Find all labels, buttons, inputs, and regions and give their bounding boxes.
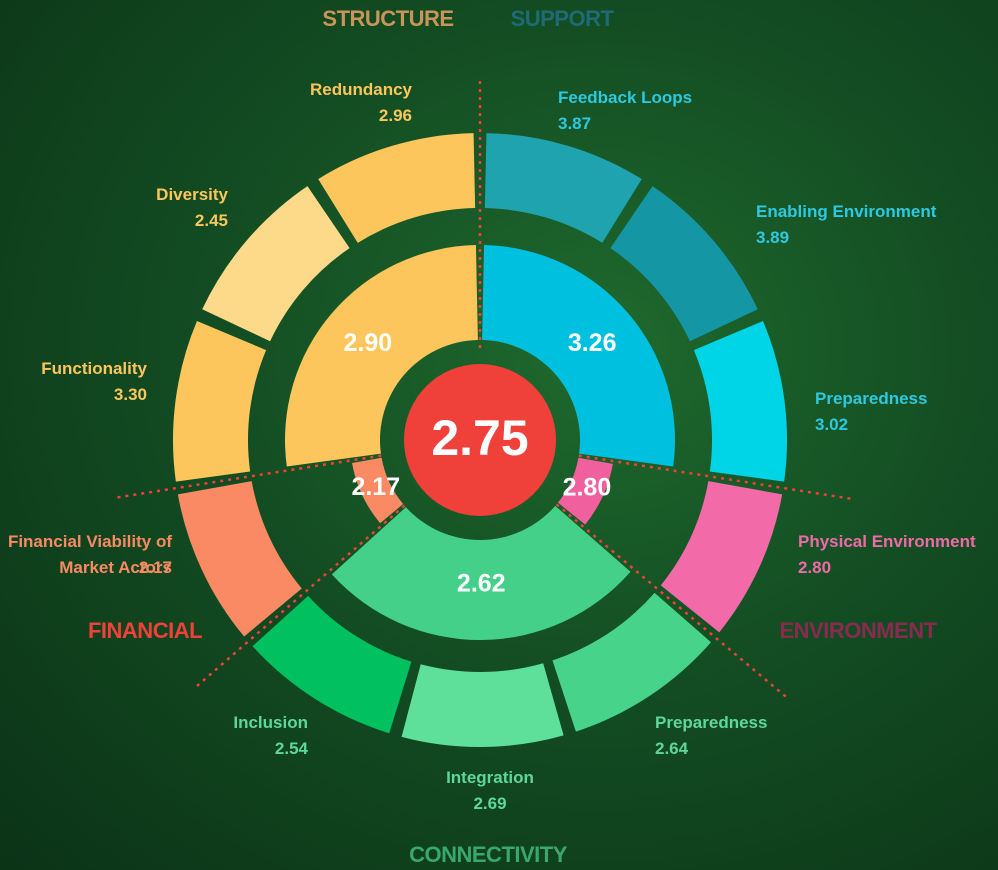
outer-segment [610, 186, 757, 341]
segment-score: 3.26 [568, 329, 617, 357]
outer-segment [402, 663, 564, 747]
component-score: 3.02 [815, 412, 848, 438]
outer-segment [661, 481, 782, 632]
segment-score: 2.80 [563, 473, 612, 501]
component-label: Redundancy [310, 77, 412, 103]
component-score: 3.30 [114, 382, 147, 408]
component-score: 2.54 [275, 736, 308, 762]
component-label: Enabling Environment [756, 199, 936, 225]
dimension-heading: FINANCIAL [88, 618, 202, 644]
component-label: Diversity [156, 182, 228, 208]
segment-score: 2.90 [344, 329, 393, 357]
segment-score: 2.17 [351, 473, 400, 501]
dimension-heading: STRUCTURE [322, 6, 453, 32]
diagram: 2.90 3.26 2.80 2.62 2.17 2.75 [0, 0, 998, 870]
component-label: Integration [420, 765, 560, 791]
dimension-heading: SUPPORT [511, 6, 614, 32]
component-score: 2.80 [798, 555, 831, 581]
component-score: 3.87 [558, 111, 591, 137]
outer-segment [173, 321, 266, 482]
overall-score: 2.75 [431, 410, 528, 466]
component-score: 2.96 [379, 103, 412, 129]
component-score: 2.64 [655, 736, 688, 762]
dimension-heading: CONNECTIVITY [409, 842, 567, 868]
component-label: Functionality [41, 356, 147, 382]
component-label: Feedback Loops [558, 85, 692, 111]
component-label: Inclusion [233, 710, 308, 736]
dimension-heading: ENVIRONMENT [779, 618, 936, 644]
page: 2.903.262.802.622.172.75 (() => { const … [0, 0, 998, 870]
segment-score: 2.62 [457, 570, 506, 598]
component-score: 2.69 [420, 791, 560, 817]
component-score: 2.45 [195, 208, 228, 234]
component-label: Preparedness [815, 386, 927, 412]
component-label: Physical Environment [798, 529, 976, 555]
outer-segment [178, 481, 302, 636]
component-score: 2.17 [0, 555, 172, 581]
outer-segment [318, 133, 475, 243]
outer-segment [485, 133, 642, 243]
component-score: 3.89 [756, 225, 789, 251]
component-label: Preparedness [655, 710, 767, 736]
outer-segment [694, 321, 787, 482]
